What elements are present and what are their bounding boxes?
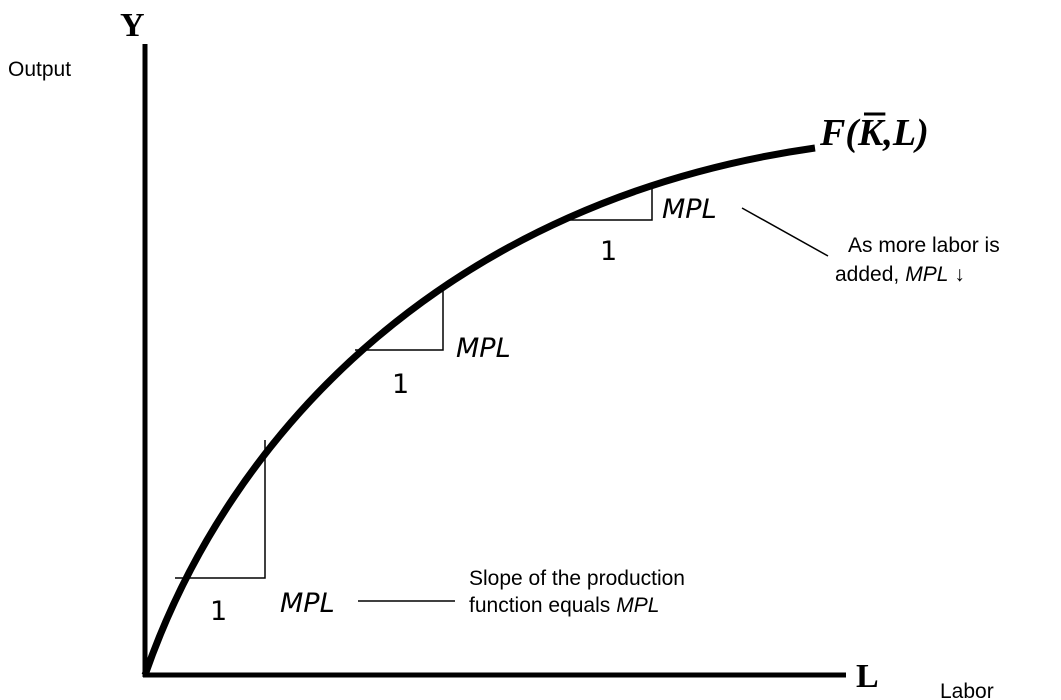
step-rise: MPL — [662, 194, 717, 225]
step-triangle — [565, 183, 653, 221]
step-run: 1 — [600, 236, 617, 267]
x-label: Labor — [940, 680, 994, 700]
annotation-italic: MPL — [905, 263, 948, 286]
step-triangles — [175, 183, 653, 579]
pointer-line — [741, 207, 829, 257]
curve-label-symbol: K — [857, 112, 886, 154]
annotation: Slope of the production — [469, 567, 685, 590]
curve-label: F(K,L) — [819, 112, 929, 154]
step-triangle — [355, 285, 444, 351]
annotation: added, MPL ↓ — [835, 263, 965, 286]
step-rise: MPL — [280, 588, 335, 619]
curve-label-prefix: F( — [819, 112, 860, 154]
step-run: 1 — [392, 369, 409, 400]
annotation: As more labor is — [848, 234, 1000, 257]
production-curve — [141, 144, 816, 677]
y-symbol: Y — [120, 7, 145, 44]
annotation-italic: MPL — [616, 594, 659, 617]
step-triangle — [175, 440, 266, 579]
annotation-text: function equals — [469, 594, 610, 617]
annotation-arrow: ↓ — [954, 263, 965, 286]
step-rise: MPL — [456, 333, 511, 364]
annotation-text: added, — [835, 263, 899, 286]
step-run: 1 — [210, 596, 227, 627]
x-symbol: L — [856, 658, 879, 695]
annotation: function equals MPL — [469, 594, 659, 617]
curve-label-suffix: ,L) — [882, 112, 928, 154]
y-label: Output — [8, 58, 71, 81]
